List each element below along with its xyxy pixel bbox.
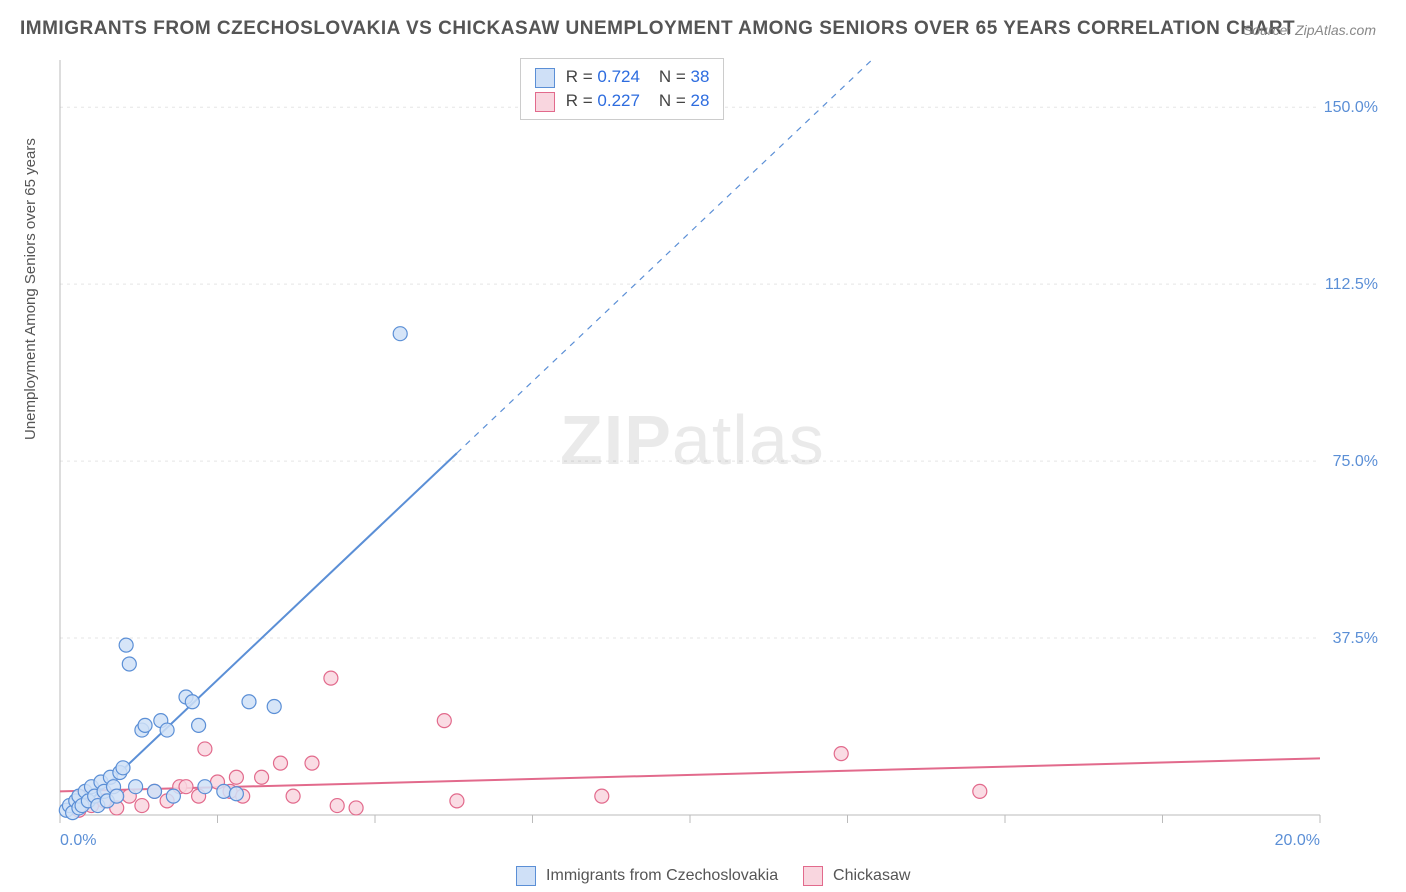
legend-series: Immigrants from Czechoslovakia Chickasaw: [0, 866, 1406, 886]
correlation-chart: 37.5% 75.0% 112.5% 150.0% 0.0% 20.0%: [55, 55, 1385, 855]
source-label: Source: ZipAtlas.com: [1243, 22, 1376, 38]
n-value-b: 28: [691, 91, 710, 110]
legend-label-a: Immigrants from Czechoslovakia: [546, 867, 778, 884]
svg-text:37.5%: 37.5%: [1333, 630, 1378, 647]
r-label: R =: [566, 67, 593, 86]
svg-text:112.5%: 112.5%: [1325, 276, 1378, 293]
chart-title: IMMIGRANTS FROM CZECHOSLOVAKIA VS CHICKA…: [20, 18, 1295, 40]
svg-text:150.0%: 150.0%: [1324, 99, 1378, 116]
svg-text:75.0%: 75.0%: [1333, 453, 1378, 470]
svg-text:0.0%: 0.0%: [60, 832, 96, 849]
r-value-a: 0.724: [597, 67, 640, 86]
legend-stats-row-b: R = 0.227 N = 28: [535, 89, 709, 113]
legend-label-b: Chickasaw: [833, 867, 910, 884]
legend-stats: R = 0.724 N = 38 R = 0.227 N = 28: [520, 58, 724, 120]
swatch-series-b: [535, 92, 555, 112]
n-label: N =: [659, 67, 686, 86]
svg-text:20.0%: 20.0%: [1275, 832, 1320, 849]
swatch-series-a-icon: [516, 866, 536, 886]
r-value-b: 0.227: [597, 91, 640, 110]
n-label: N =: [659, 91, 686, 110]
n-value-a: 38: [691, 67, 710, 86]
y-axis-label: Unemployment Among Seniors over 65 years: [22, 138, 39, 440]
r-label: R =: [566, 91, 593, 110]
legend-stats-row-a: R = 0.724 N = 38: [535, 65, 709, 89]
swatch-series-a: [535, 68, 555, 88]
swatch-series-b-icon: [803, 866, 823, 886]
